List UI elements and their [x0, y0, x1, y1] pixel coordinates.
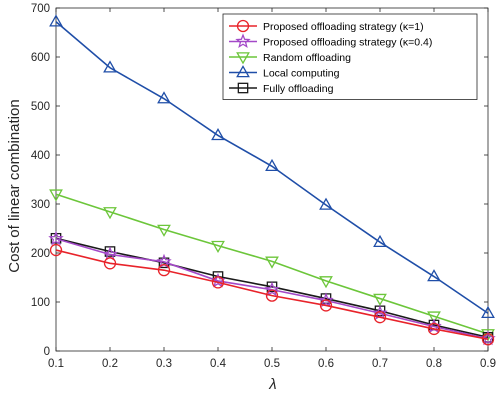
data-point	[49, 189, 63, 202]
data-point	[319, 276, 333, 289]
data-point	[49, 14, 63, 27]
series-triangle-down	[49, 189, 495, 342]
x-tick-label: 0.5	[264, 358, 280, 370]
x-tick-label: 0.7	[372, 358, 388, 370]
y-tick-label: 600	[31, 52, 50, 64]
data-point	[157, 91, 171, 104]
x-axis-label: λ	[268, 376, 276, 393]
series-circle	[49, 243, 495, 346]
data-point	[264, 281, 280, 297]
data-point	[103, 257, 117, 270]
data-point	[265, 256, 279, 269]
x-tick-label: 0.2	[102, 358, 118, 370]
data-point	[48, 230, 64, 246]
data-point	[372, 305, 388, 320]
legend-swatch-marker	[236, 19, 250, 33]
legend-swatch-marker	[236, 65, 250, 78]
data-point	[373, 311, 387, 324]
data-point	[318, 292, 334, 308]
legend-swatch-marker	[235, 33, 251, 49]
data-point	[319, 299, 333, 312]
x-axis-ticks: 0.1 0.2 0.3 0.4 0.5 0.6 0.7 0.8 0.9	[48, 8, 496, 370]
data-point	[211, 276, 225, 289]
x-tick-label: 0.4	[210, 358, 227, 370]
x-tick-label: 0.8	[426, 358, 442, 370]
series-line	[55, 249, 489, 341]
data-point	[103, 60, 117, 73]
data-point	[265, 158, 279, 172]
data-point	[427, 311, 441, 324]
legend: Proposed offloading strategy (κ=1) Propos…	[222, 13, 478, 100]
series-line	[55, 237, 489, 339]
legend-swatch-marker	[237, 82, 249, 94]
y-axis-label: Cost of linear combination	[6, 99, 23, 272]
data-point	[481, 305, 495, 319]
y-tick-label: 300	[31, 199, 50, 211]
legend-entry-label: Random offloading	[263, 52, 351, 64]
y-tick-label: 200	[31, 248, 50, 260]
legend-entry-label: Proposed offloading strategy (κ=0.4)	[263, 37, 432, 49]
legend-entry-label: Local computing	[263, 68, 340, 80]
data-point	[373, 234, 387, 247]
data-point	[103, 207, 117, 220]
x-tick-label: 0.3	[156, 358, 172, 370]
x-tick-label: 0.9	[480, 358, 496, 370]
data-point	[157, 224, 171, 237]
data-point	[373, 293, 387, 306]
data-point	[427, 269, 441, 282]
data-point	[157, 263, 171, 277]
y-axis-ticks: 0 100 200 300 400 500 600 700	[31, 3, 488, 358]
series-line	[55, 21, 489, 314]
data-point	[427, 322, 441, 336]
x-tick-label: 0.6	[318, 358, 334, 370]
legend-swatch-marker	[236, 52, 250, 65]
data-point	[211, 128, 225, 141]
data-point	[319, 197, 333, 210]
y-tick-label: 0	[44, 346, 50, 358]
legend-box	[222, 13, 478, 100]
x-tick-label: 0.1	[48, 358, 64, 370]
series-line	[55, 193, 489, 335]
y-tick-label: 400	[31, 150, 50, 162]
series-triangle-up	[49, 14, 495, 319]
data-point	[481, 333, 495, 346]
y-tick-label: 700	[31, 3, 50, 15]
y-tick-label: 500	[31, 101, 50, 113]
data-point	[265, 289, 279, 302]
legend-entry-label: Fully offloading	[263, 83, 334, 95]
data-point	[211, 240, 225, 254]
legend-entry-label: Proposed offloading strategy (κ=1)	[263, 21, 424, 33]
y-tick-label: 100	[31, 297, 50, 309]
data-point	[49, 243, 63, 257]
